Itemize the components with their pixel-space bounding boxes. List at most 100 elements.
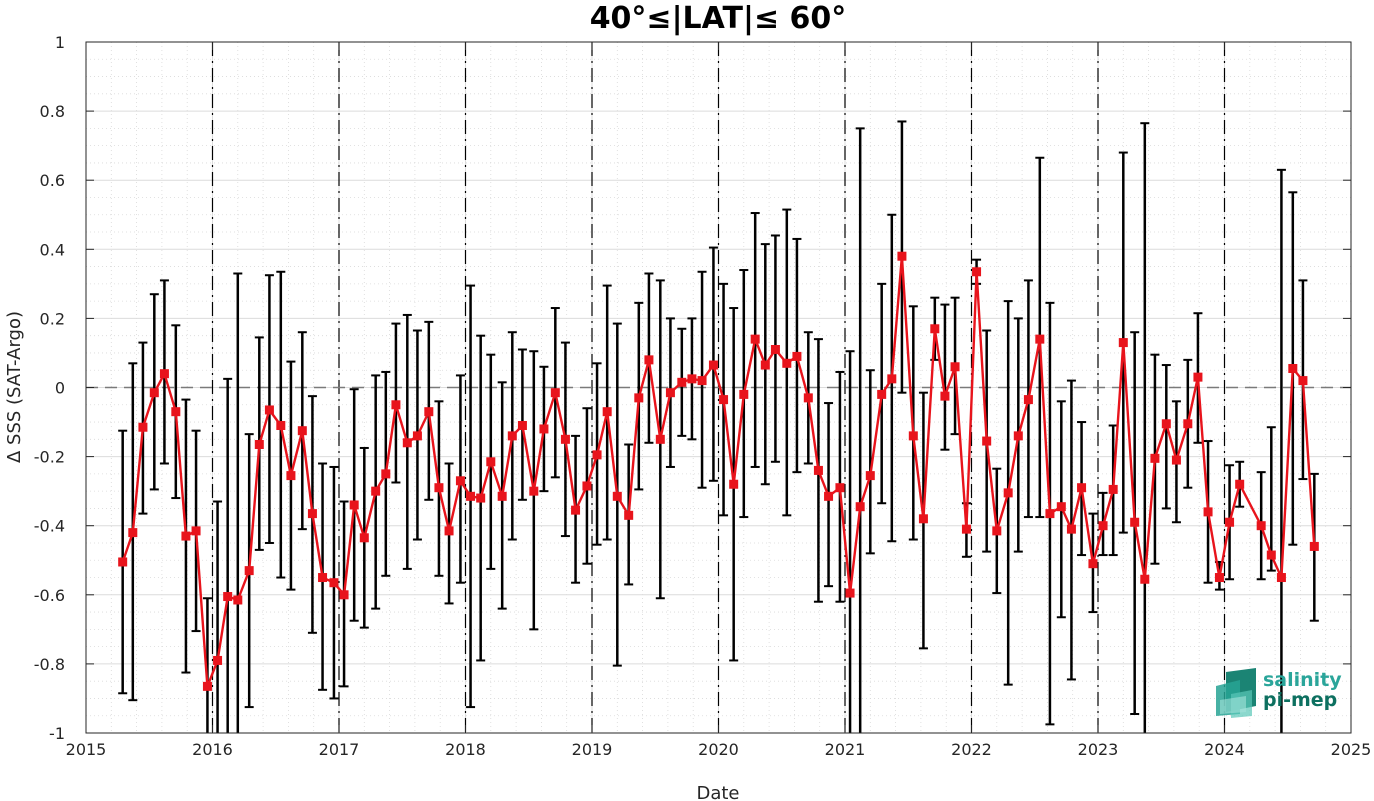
data-point-marker — [1235, 479, 1245, 489]
data-point-marker — [1056, 502, 1066, 512]
data-point-marker — [171, 407, 181, 417]
series-layer — [118, 251, 1319, 691]
data-point-marker — [371, 486, 381, 496]
data-point-marker — [244, 566, 254, 576]
data-point-marker — [845, 588, 855, 598]
data-point-marker — [466, 491, 476, 501]
data-point-marker — [560, 434, 570, 444]
x-axis-tick-labels: 2015 2016 2017 2018 2019 2020 2021 2022 2023 2024… — [66, 740, 1372, 759]
data-point-marker — [1193, 372, 1203, 382]
data-point-marker — [1088, 559, 1098, 569]
data-point-marker — [128, 528, 138, 538]
data-point-marker — [191, 526, 201, 536]
data-point-marker — [497, 491, 507, 501]
data-point-marker — [1098, 521, 1108, 531]
x-axis-label: Date — [696, 783, 739, 801]
data-point-marker — [539, 424, 549, 434]
data-point-marker — [665, 388, 675, 398]
data-point-marker — [1225, 517, 1235, 527]
data-point-marker — [697, 376, 707, 386]
y-tick-label: 0 — [55, 379, 65, 398]
data-point-marker — [708, 360, 718, 370]
y-tick-label: -0.6 — [34, 586, 65, 605]
error-bar — [213, 500, 223, 733]
data-point-marker — [402, 438, 412, 448]
data-point-marker — [339, 590, 349, 600]
data-point-marker — [1183, 419, 1193, 429]
data-point-marker — [592, 450, 602, 460]
error-bar — [845, 350, 855, 733]
data-point-marker — [286, 471, 296, 481]
data-point-marker — [529, 486, 539, 496]
data-point-marker — [159, 369, 169, 379]
data-point-marker — [602, 407, 612, 417]
data-point-marker — [908, 431, 918, 441]
data-point-marker — [297, 426, 307, 436]
data-point-marker — [813, 465, 823, 475]
data-point-marker — [729, 479, 739, 489]
data-point-marker — [412, 431, 422, 441]
data-point-marker — [855, 502, 865, 512]
data-point-marker — [644, 355, 654, 365]
data-point-marker — [803, 393, 813, 403]
data-point-marker — [824, 491, 834, 501]
axis-ticks — [85, 41, 1352, 734]
data-point-marker — [276, 421, 286, 431]
data-point-marker — [687, 374, 697, 384]
data-point-marker — [582, 481, 592, 491]
data-point-marker — [930, 324, 940, 334]
error-bar — [855, 127, 865, 733]
data-point-marker — [181, 531, 191, 541]
logo-icon — [1216, 668, 1256, 718]
data-point-marker — [719, 395, 729, 405]
data-point-marker — [1276, 573, 1286, 583]
error-bar — [1266, 426, 1276, 572]
data-point-marker — [571, 505, 581, 515]
data-point-marker — [750, 334, 760, 344]
x-tick-label: 2020 — [698, 740, 739, 759]
data-point-marker — [940, 391, 950, 401]
data-point-marker — [550, 388, 560, 398]
data-point-marker — [1130, 517, 1140, 527]
x-tick-label: 2015 — [66, 740, 107, 759]
data-point-marker — [223, 592, 233, 602]
data-point-marker — [1003, 488, 1013, 498]
data-point-marker — [476, 493, 486, 503]
logo-text-line1: salinity — [1263, 669, 1342, 691]
data-point-marker — [149, 388, 159, 398]
data-point-marker — [1161, 419, 1171, 429]
y-axis-label: Δ SSS (SAT-Argo) — [4, 311, 25, 463]
x-tick-label: 2021 — [825, 740, 866, 759]
chart-title: 40°≤|LAT|≤ 60° — [590, 1, 847, 36]
data-point-marker — [1150, 453, 1160, 463]
data-point-marker — [624, 510, 634, 520]
error-bar — [1140, 122, 1150, 733]
y-axis-tick-labels: 1 0.8 0.6 0.4 0.2 0 -0.2 -0.4 -0.6 -0.8 -1 — [34, 33, 65, 743]
error-bar — [223, 377, 233, 733]
y-tick-label: 0.8 — [40, 102, 65, 121]
data-point-marker — [424, 407, 434, 417]
data-point-marker — [349, 500, 359, 510]
data-point-marker — [1066, 524, 1076, 534]
x-tick-label: 2017 — [319, 740, 360, 759]
data-point-marker — [739, 389, 749, 399]
y-tick-label: -0.8 — [34, 655, 65, 674]
data-point-marker — [1077, 483, 1087, 493]
data-point-marker — [877, 389, 887, 399]
y-tick-label: -0.2 — [34, 448, 65, 467]
data-point-marker — [329, 578, 339, 588]
data-point-marker — [254, 440, 264, 450]
data-point-marker — [213, 655, 223, 665]
data-point-marker — [1266, 550, 1276, 560]
data-point-marker — [507, 431, 517, 441]
salinity-pimep-logo: salinity pi-mep — [1216, 668, 1342, 718]
data-point-marker — [770, 344, 780, 354]
data-point-marker — [455, 476, 465, 486]
data-point-marker — [1023, 395, 1033, 405]
x-tick-label: 2023 — [1078, 740, 1119, 759]
data-point-marker — [444, 526, 454, 536]
data-point-marker — [634, 393, 644, 403]
data-point-marker — [865, 471, 875, 481]
